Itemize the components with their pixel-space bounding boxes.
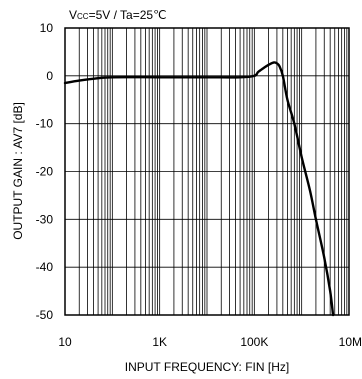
y-tick-label: 0 xyxy=(46,69,53,83)
y-tick-label: -10 xyxy=(36,117,54,131)
x-tick-label: 1K xyxy=(152,335,167,349)
x-tick-label: 10 xyxy=(58,335,72,349)
x-tick-label: 100K xyxy=(240,335,268,349)
curve-layer xyxy=(63,61,335,317)
grid xyxy=(65,28,349,315)
y-tick-label: 10 xyxy=(40,21,54,35)
y-tick-label: -50 xyxy=(36,308,54,322)
gain-curve xyxy=(63,61,335,317)
y-tick-label: -40 xyxy=(36,260,54,274)
plot-frame xyxy=(64,27,350,316)
x-axis-label: INPUT FREQUENCY: FIN [Hz] xyxy=(125,360,289,374)
chart-title: VCC=5V / Ta=25℃ xyxy=(69,8,167,22)
y-tick-label: -30 xyxy=(36,212,54,226)
x-tick-labels: 10 1K 100K 10M xyxy=(58,335,362,349)
y-tick-labels: 10 0 -10 -20 -30 -40 -50 xyxy=(36,21,54,322)
y-tick-label: -20 xyxy=(36,165,54,179)
x-tick-label: 10M xyxy=(339,335,362,349)
y-axis-label: OUTPUT GAIN : AV7 [dB] xyxy=(11,102,25,240)
